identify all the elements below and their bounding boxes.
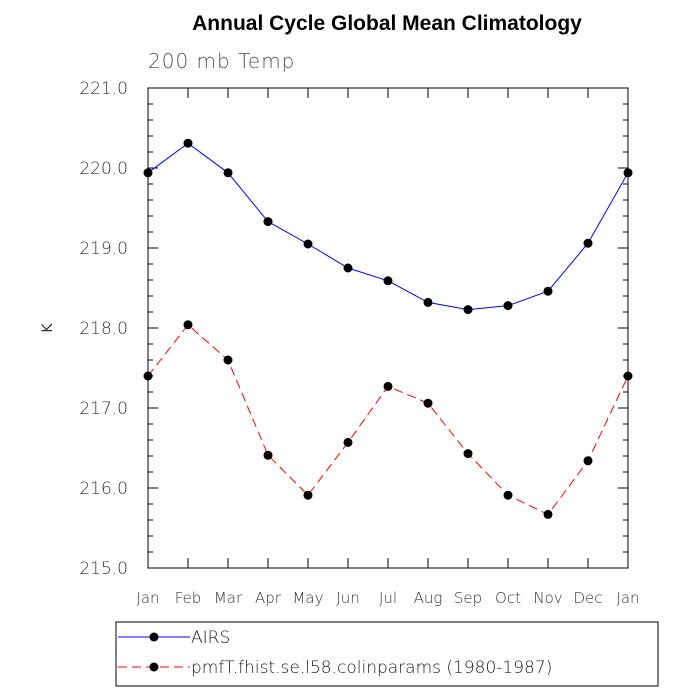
series-1-point	[503, 301, 513, 311]
plot-frame	[147, 87, 629, 569]
x-tick-label: May	[292, 589, 323, 607]
series-2-point	[303, 490, 313, 500]
x-tick-label: Apr	[255, 589, 282, 607]
x-tick-label: Jan	[616, 589, 639, 607]
series-1-point	[583, 238, 593, 248]
x-tick-label: Oct	[495, 589, 521, 607]
legend-box	[115, 621, 659, 687]
x-tick-label: Mar	[214, 589, 243, 607]
x-tick-label: Aug	[414, 589, 443, 607]
series-2-point	[223, 355, 233, 365]
series-1-point	[223, 168, 233, 178]
legend: AIRS pmfT.fhist.se.l58.colinparams (1980-…	[118, 628, 552, 678]
legend-marker-1	[149, 632, 159, 642]
series-2-point	[183, 320, 193, 330]
series-2-point	[503, 490, 513, 500]
series-layer	[143, 138, 633, 519]
chart-title: Annual Cycle Global Mean Climatology	[192, 12, 582, 35]
series-2-point	[423, 398, 433, 408]
x-tick-label: Nov	[533, 589, 562, 607]
series-1-point	[263, 217, 273, 227]
x-tick-label: Jul	[379, 589, 397, 607]
minor-ticks	[148, 103, 628, 553]
y-axis-label: K	[40, 323, 56, 333]
y-tick-label: 220.0	[79, 159, 128, 179]
series-1-point	[303, 239, 313, 249]
major-ticks	[147, 87, 629, 569]
series-line-2	[147, 324, 629, 516]
y-tick-label: 218.0	[79, 319, 128, 339]
series-1-point	[343, 263, 353, 273]
y-tick-label: 217.0	[79, 399, 128, 419]
series-1-point	[543, 286, 553, 296]
series-2-point	[543, 509, 553, 519]
chart-subtitle: 200 mb Temp	[148, 49, 295, 73]
legend-marker-2	[149, 662, 159, 672]
series-2-point	[623, 371, 633, 381]
series-1-point	[423, 297, 433, 307]
x-tick-labels: Jan Feb Mar Apr May Jun Jul Aug Sep Oct Nov Dec Jan	[136, 589, 639, 607]
series-1-point	[623, 168, 633, 178]
x-tick-label: Feb	[175, 589, 202, 607]
series-1-point	[183, 138, 193, 148]
y-tick-label: 216.0	[79, 479, 128, 499]
x-tick-label: Sep	[454, 589, 482, 607]
series-2-point	[343, 437, 353, 447]
x-tick-label: Jan	[136, 589, 159, 607]
y-tick-label: 219.0	[79, 239, 128, 259]
legend-label-1: AIRS	[191, 628, 230, 648]
y-tick-labels: 215.0 216.0 217.0 218.0 219.0 220.0 221.0	[79, 79, 128, 579]
y-tick-label: 215.0	[79, 559, 128, 579]
series-2-point	[263, 450, 273, 460]
x-tick-label: Dec	[573, 589, 602, 607]
y-tick-label: 221.0	[79, 79, 128, 99]
series-2-point	[463, 449, 473, 459]
series-1-point	[143, 168, 153, 178]
series-2-point	[143, 371, 153, 381]
series-1-point	[463, 305, 473, 315]
series-1-point	[383, 276, 393, 286]
series-2-point	[383, 381, 393, 391]
x-tick-label: Jun	[336, 589, 359, 607]
series-2-point	[583, 456, 593, 466]
legend-label-2: pmfT.fhist.se.l58.colinparams (1980-1987…	[191, 658, 552, 678]
